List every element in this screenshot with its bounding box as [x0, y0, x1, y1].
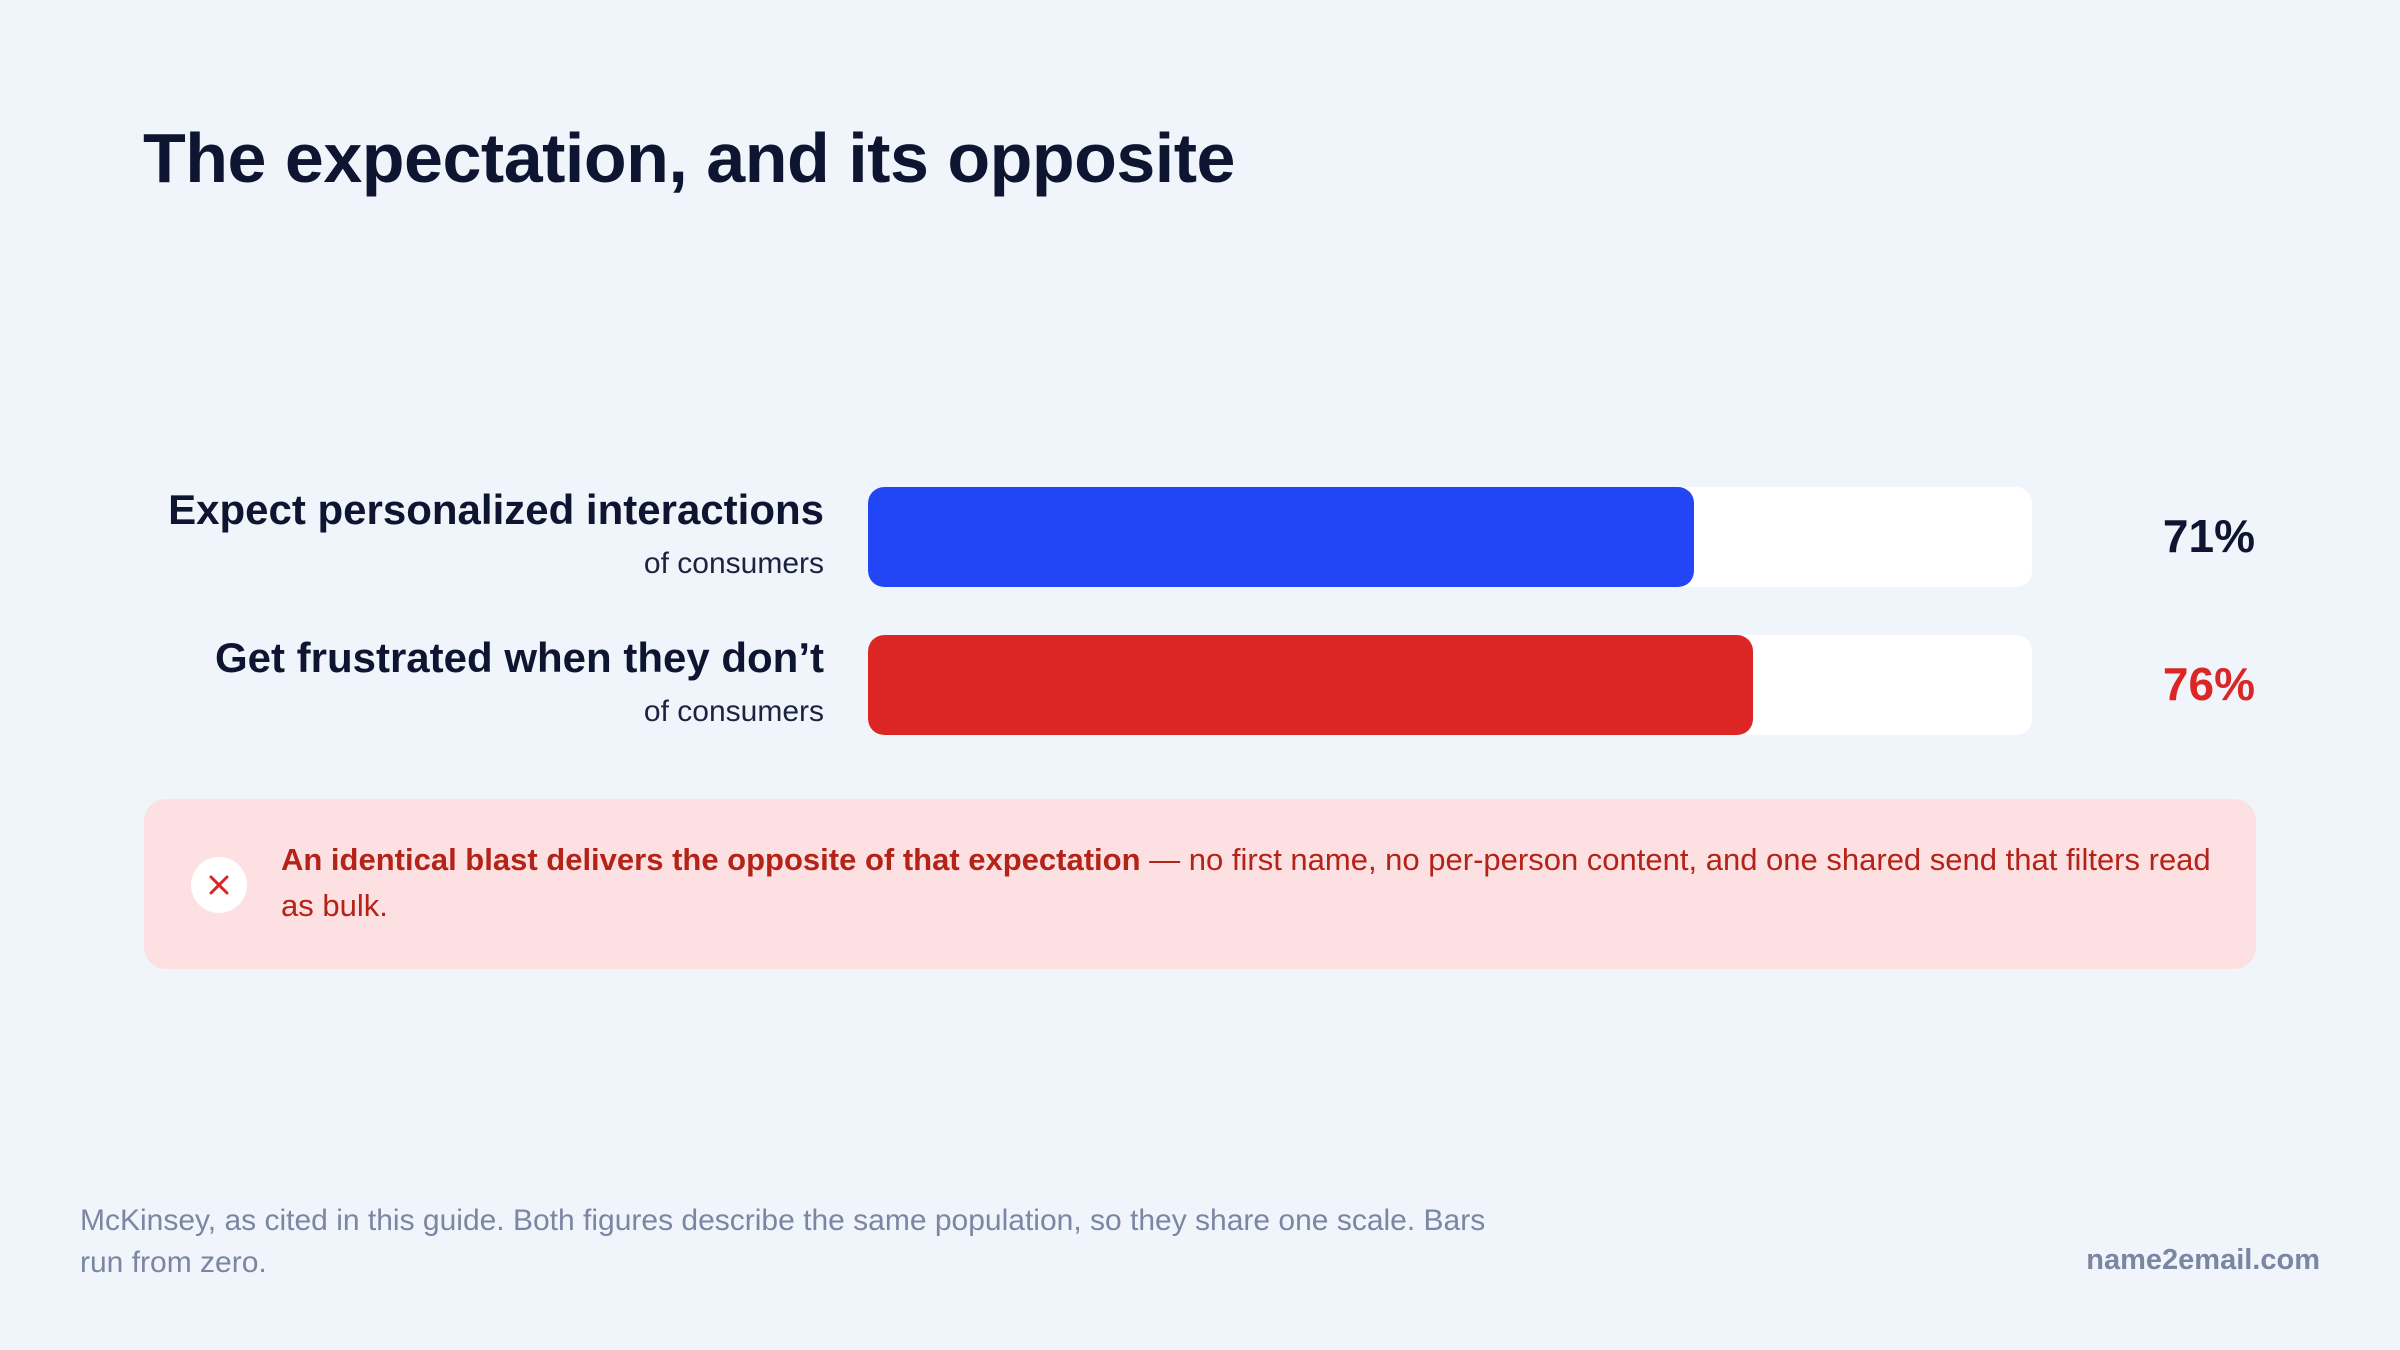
bar-track	[868, 635, 2032, 735]
bar-track	[868, 487, 2032, 587]
source-footnote: McKinsey, as cited in this guide. Both f…	[80, 1204, 1486, 1279]
bar-frustrated	[868, 635, 1753, 735]
bar-value-label: 71%	[2162, 510, 2255, 562]
bar-sublabel: of consumers	[643, 547, 824, 580]
callout-rest: — no first name, no per-person content, …	[281, 842, 2211, 923]
callout-text: An identical blast delivers the opposite…	[281, 837, 2231, 929]
bar-row-expect: Expect personalized interactions of cons…	[0, 486, 2400, 587]
page-title: The expectation, and its opposite	[143, 119, 1235, 197]
bar-expect	[868, 487, 1694, 587]
bar-label: Get frustrated when they don’t	[214, 634, 824, 681]
bar-label-group: Expect personalized interactions of cons…	[168, 482, 824, 586]
bar-row-frustrated: Get frustrated when they don’t of consum…	[0, 634, 2400, 735]
bar-sublabel: of consumers	[643, 695, 824, 728]
warning-callout: An identical blast delivers the opposite…	[144, 799, 2256, 969]
bar-value-label: 76%	[2162, 658, 2255, 710]
bar-label: Expect personalized interactions	[168, 486, 824, 533]
close-icon	[191, 857, 247, 913]
brand-link[interactable]: name2email.com	[2086, 1244, 2320, 1276]
callout-strong: An identical blast delivers the opposite…	[281, 842, 1141, 877]
bar-label-group: Get frustrated when they don’t of consum…	[215, 630, 824, 734]
